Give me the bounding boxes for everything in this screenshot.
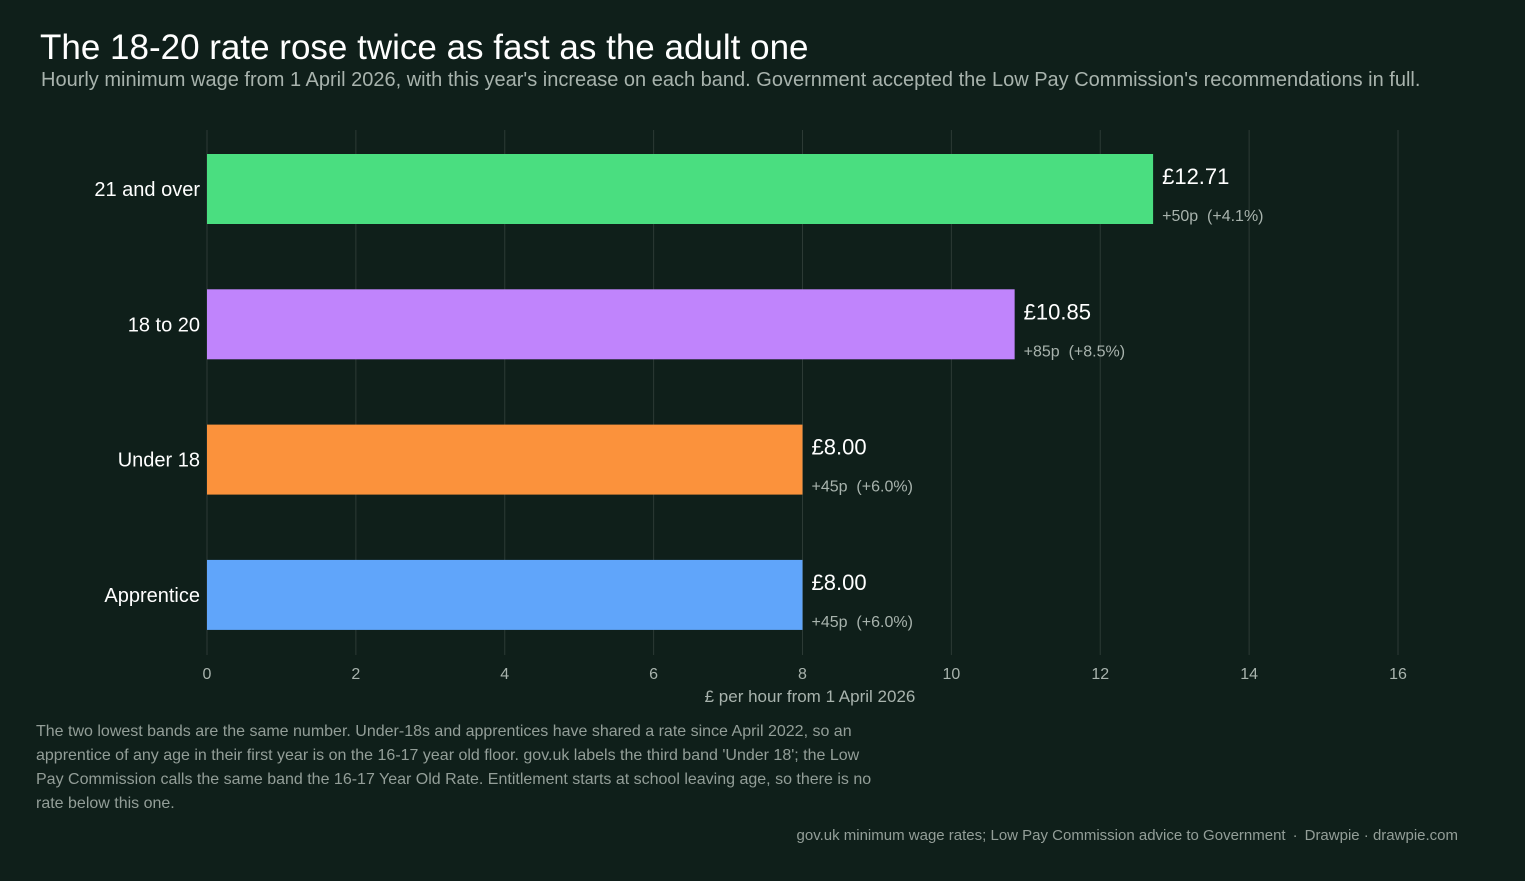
- x-axis-label: £ per hour from 1 April 2026: [705, 687, 916, 706]
- bar: [207, 289, 1015, 360]
- value-label: £8.00: [812, 570, 867, 595]
- credit-text: Drawpie · drawpie.com: [1304, 827, 1458, 844]
- change-label: +85p (+8.5%): [1024, 343, 1125, 360]
- change-label: +45p (+6.0%): [812, 479, 913, 496]
- source-footer: gov.uk minimum wage rates; Low Pay Commi…: [797, 827, 1458, 844]
- x-tick-label: 6: [649, 666, 658, 683]
- bar: [207, 154, 1154, 224]
- chart-title: The 18-20 rate rose twice as fast as the…: [40, 28, 809, 67]
- value-label: £8.00: [812, 435, 867, 460]
- change-label: +50p (+4.1%): [1162, 208, 1263, 225]
- category-label: Apprentice: [104, 585, 200, 607]
- value-labels: £12.71 +50p (+4.1%) £10.85 +85p (+8.5%) £8.0…: [812, 164, 1264, 631]
- category-label: Under 18: [118, 450, 200, 472]
- x-tick-label: 4: [500, 666, 509, 683]
- source-text: gov.uk minimum wage rates; Low Pay Commi…: [796, 827, 1286, 844]
- value-label: £12.71: [1162, 164, 1229, 189]
- x-tick-label: 12: [1091, 666, 1109, 683]
- x-tick-label: 10: [942, 666, 960, 683]
- bars: [207, 154, 1154, 630]
- bar-chart: 21 and over 18 to 20 Under 18 Apprentice £1…: [94, 130, 1407, 706]
- chart-subtitle: Hourly minimum wage from 1 April 2026, w…: [41, 69, 1421, 91]
- bar: [207, 424, 803, 495]
- bar: [207, 559, 803, 630]
- x-tick-label: 8: [798, 666, 807, 683]
- x-tick-labels: 0 2 4 6 8 10 12 14 16: [203, 666, 1407, 683]
- footnote: The two lowest bands are the same number…: [36, 723, 872, 812]
- value-label: £10.85: [1024, 299, 1091, 324]
- category-labels: 21 and over 18 to 20 Under 18 Apprentice: [94, 179, 200, 607]
- category-label: 21 and over: [94, 179, 200, 201]
- footer-separator: ·: [1292, 827, 1298, 844]
- category-label: 18 to 20: [128, 314, 200, 336]
- x-tick-label: 2: [351, 666, 360, 683]
- x-tick-label: 0: [203, 666, 212, 683]
- x-tick-label: 14: [1240, 666, 1258, 683]
- x-tick-label: 16: [1389, 666, 1407, 683]
- change-label: +45p (+6.0%): [812, 614, 913, 631]
